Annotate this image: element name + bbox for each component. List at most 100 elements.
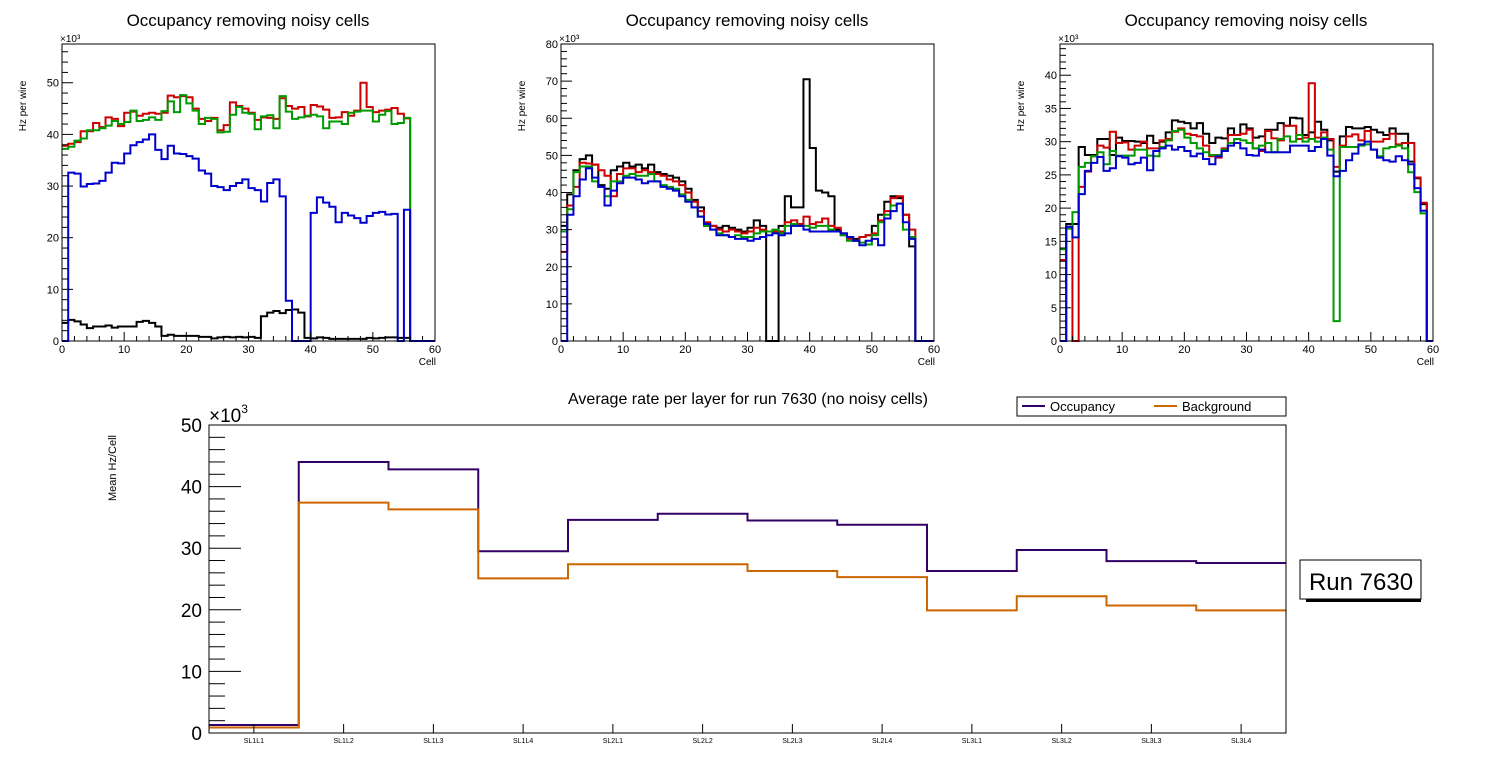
panel-2-exponent: ×10³ <box>559 34 580 45</box>
y-tick-label: 30 <box>1045 137 1057 149</box>
x-category-label: SL3L2 <box>1052 738 1072 745</box>
summary-exponent-power: 3 <box>241 402 248 416</box>
series-background-line <box>209 501 1286 729</box>
y-tick-label: 0 <box>552 336 558 348</box>
series-blue-line <box>1060 138 1433 342</box>
panel-1-ylabel: Hz per wire <box>18 80 29 131</box>
series-black-line <box>62 308 435 342</box>
series-red-line <box>561 161 934 342</box>
x-category-label: SL1L3 <box>423 738 443 745</box>
y-tick-label: 20 <box>181 601 202 622</box>
x-tick-label: 40 <box>804 344 816 356</box>
y-tick-label: 20 <box>1045 203 1057 215</box>
y-tick-label: 35 <box>1045 103 1057 115</box>
y-tick-label: 10 <box>1045 270 1057 282</box>
y-tick-label: 50 <box>546 150 558 162</box>
y-tick-label: 0 <box>53 336 59 348</box>
series-occupancy-line <box>209 460 1286 726</box>
x-tick-label: 50 <box>1365 344 1377 356</box>
y-tick-label: 0 <box>1051 336 1057 348</box>
legend-background-label: Background <box>1182 399 1251 414</box>
panel-2-ylabel: Hz per wire <box>517 80 528 131</box>
x-tick-label: 20 <box>180 344 192 356</box>
series-red-line <box>1060 82 1433 342</box>
series-green-line <box>561 165 934 342</box>
x-tick-label: 0 <box>59 344 65 356</box>
y-tick-label: 70 <box>546 76 558 88</box>
y-tick-label: 50 <box>181 416 202 437</box>
y-tick-label: 50 <box>47 78 59 90</box>
run-annotation-box <box>1299 559 1422 600</box>
histogram-panel-2: Occupancy removing noisy cells Hz per wi… <box>517 11 940 368</box>
y-tick-label: 40 <box>546 188 558 200</box>
x-category-label: SL3L3 <box>1141 738 1161 745</box>
x-tick-label: 50 <box>367 344 379 356</box>
y-tick-label: 20 <box>546 262 558 274</box>
x-tick-label: 10 <box>617 344 629 356</box>
y-tick-label: 80 <box>546 39 558 51</box>
series-black-line <box>1060 116 1433 342</box>
series-black-line <box>561 78 934 342</box>
x-tick-label: 30 <box>242 344 254 356</box>
x-category-label: SL1L1 <box>244 738 264 745</box>
x-category-label: SL2L3 <box>782 738 802 745</box>
x-tick-label: 0 <box>558 344 564 356</box>
panel-3-ylabel: Hz per wire <box>1016 80 1027 131</box>
series-blue-line <box>561 167 934 342</box>
plot-frame <box>61 43 436 342</box>
panel-2-title: Occupancy removing noisy cells <box>626 11 869 30</box>
y-tick-label: 25 <box>1045 170 1057 182</box>
y-tick-label: 10 <box>546 299 558 311</box>
panel-3-xlabel: Cell <box>1417 357 1434 368</box>
y-tick-label: 15 <box>1045 236 1057 248</box>
x-category-label: SL3L1 <box>962 738 982 745</box>
panel-1-exponent: ×10³ <box>60 34 81 45</box>
y-tick-label: 60 <box>546 113 558 125</box>
legend-occupancy-label: Occupancy <box>1050 399 1116 414</box>
summary-exponent: ×103 <box>209 402 248 427</box>
y-tick-label: 40 <box>1045 70 1057 82</box>
x-category-label: SL2L4 <box>872 738 892 745</box>
y-tick-label: 40 <box>181 478 202 499</box>
histogram-panel-3: Occupancy removing noisy cells Hz per wi… <box>1016 11 1439 368</box>
y-tick-label: 40 <box>47 129 59 141</box>
legend: Occupancy Background <box>1016 396 1287 417</box>
histogram-panel-1: Occupancy removing noisy cells Hz per wi… <box>18 11 441 368</box>
y-tick-label: 30 <box>181 539 202 560</box>
x-tick-label: 50 <box>866 344 878 356</box>
summary-plot-frame <box>208 424 1287 734</box>
panel-3-exponent: ×10³ <box>1058 34 1079 45</box>
run-annotation-text: Run 7630 <box>1309 569 1413 596</box>
summary-panel: Average rate per layer for run 7630 (no … <box>107 391 1422 745</box>
x-tick-label: 30 <box>741 344 753 356</box>
y-tick-label: 5 <box>1051 303 1057 315</box>
x-category-label: SL3L4 <box>1231 738 1251 745</box>
x-tick-label: 40 <box>305 344 317 356</box>
x-tick-label: 10 <box>118 344 130 356</box>
x-tick-label: 60 <box>928 344 940 356</box>
summary-ylabel: Mean Hz/Cell <box>107 435 119 501</box>
x-category-label: SL2L1 <box>603 738 623 745</box>
x-category-label: SL1L4 <box>513 738 533 745</box>
y-tick-label: 20 <box>47 233 59 245</box>
y-tick-label: 30 <box>546 225 558 237</box>
y-tick-label: 10 <box>181 662 202 683</box>
x-tick-label: 30 <box>1240 344 1252 356</box>
x-tick-label: 20 <box>679 344 691 356</box>
y-tick-label: 10 <box>47 284 59 296</box>
summary-exponent-base: ×10 <box>209 406 241 427</box>
x-category-label: SL2L2 <box>693 738 713 745</box>
series-blue-line <box>62 133 435 342</box>
summary-title: Average rate per layer for run 7630 (no … <box>568 391 928 408</box>
panel-3-title: Occupancy removing noisy cells <box>1125 11 1368 30</box>
y-tick-label: 30 <box>47 181 59 193</box>
x-category-label: SL1L2 <box>334 738 354 745</box>
run-annotation: Run 7630 <box>1299 559 1422 602</box>
plot-frame <box>1059 43 1434 342</box>
x-tick-label: 0 <box>1057 344 1063 356</box>
panel-1-title: Occupancy removing noisy cells <box>127 11 370 30</box>
series-red-line <box>62 81 435 342</box>
series-green-line <box>62 94 435 342</box>
x-tick-label: 20 <box>1178 344 1190 356</box>
